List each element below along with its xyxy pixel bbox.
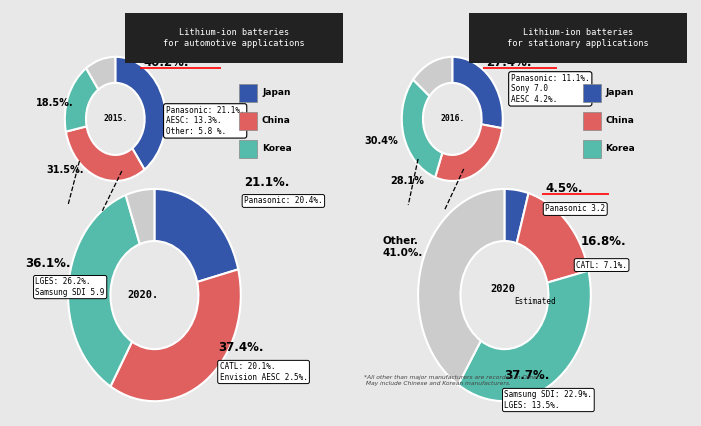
Text: 16.8%.: 16.8%. [581,235,627,248]
Wedge shape [505,189,529,243]
Wedge shape [66,127,144,181]
Text: 2015.: 2015. [103,115,128,124]
Text: 31.5%.: 31.5%. [47,165,84,175]
Wedge shape [413,57,452,96]
Wedge shape [125,189,154,244]
Bar [239,84,257,102]
Bar [583,140,601,158]
Text: 18.5%.: 18.5%. [36,98,73,108]
Text: 37.4%.: 37.4%. [218,341,264,354]
Text: Other.
41.0%.: Other. 41.0%. [382,236,423,258]
Text: Panasonic 3.2: Panasonic 3.2 [545,204,605,213]
Wedge shape [111,269,241,401]
Text: Lithium-ion batteries
for stationary applications: Lithium-ion batteries for stationary app… [507,28,648,48]
Text: CATL: 7.1%.: CATL: 7.1%. [576,261,627,270]
Text: Panasonic: 11.1%.
Sony 7.0
AESC 4.2%.: Panasonic: 11.1%. Sony 7.0 AESC 4.2%. [511,74,590,104]
Wedge shape [517,193,589,282]
Text: *All other than major manufacturers are recorded in Other.
 May include Chinese : *All other than major manufacturers are … [365,375,541,386]
Text: China: China [606,116,634,125]
Wedge shape [458,271,591,401]
Text: Japan: Japan [262,88,290,98]
Text: 4.5%.: 4.5%. [545,182,583,196]
Bar [583,112,601,130]
Bar [468,13,687,63]
Text: 2020.: 2020. [128,290,158,300]
Wedge shape [115,57,166,170]
Text: 2016.: 2016. [440,115,465,124]
Text: Panasonic: 20.4%.: Panasonic: 20.4%. [244,196,322,205]
Text: Samsung SDI: 22.9%.
LGES: 13.5%.: Samsung SDI: 22.9%. LGES: 13.5%. [505,390,592,410]
Text: 28.1%: 28.1% [390,176,424,186]
Text: 27.4%.: 27.4%. [486,56,532,69]
Wedge shape [402,80,442,177]
Wedge shape [418,189,505,385]
Bar [125,13,343,63]
Bar [583,84,601,102]
Text: Panasonic: 21.1%.
AESC: 13.3%.
Other: 5.8 %.: Panasonic: 21.1%. AESC: 13.3%. Other: 5.… [166,106,245,136]
Text: CATL: 20.1%.
Envision AESC 2.5%.: CATL: 20.1%. Envision AESC 2.5%. [219,362,308,382]
Wedge shape [68,195,139,386]
Text: 36.1%.: 36.1%. [26,256,72,270]
Text: 37.7%.: 37.7%. [505,368,550,382]
Wedge shape [452,57,503,128]
Bar [239,140,257,158]
Wedge shape [86,57,115,89]
Wedge shape [435,124,502,181]
Text: Japan: Japan [606,88,634,98]
Text: Estimated: Estimated [515,296,556,305]
Text: Lithium-ion batteries
for automotive applications: Lithium-ion batteries for automotive app… [163,28,305,48]
Text: LGES: 26.2%.
Samsung SDI 5.9: LGES: 26.2%. Samsung SDI 5.9 [36,277,105,297]
Text: 2020: 2020 [490,284,515,294]
Text: Korea: Korea [262,144,292,153]
Text: China: China [262,116,291,125]
Text: 40.2%.: 40.2%. [143,56,189,69]
Text: 30.4%: 30.4% [365,136,398,146]
Bar [239,112,257,130]
Text: Korea: Korea [606,144,635,153]
Wedge shape [64,68,98,132]
Text: 21.1%.: 21.1%. [244,176,290,190]
Wedge shape [154,189,238,282]
